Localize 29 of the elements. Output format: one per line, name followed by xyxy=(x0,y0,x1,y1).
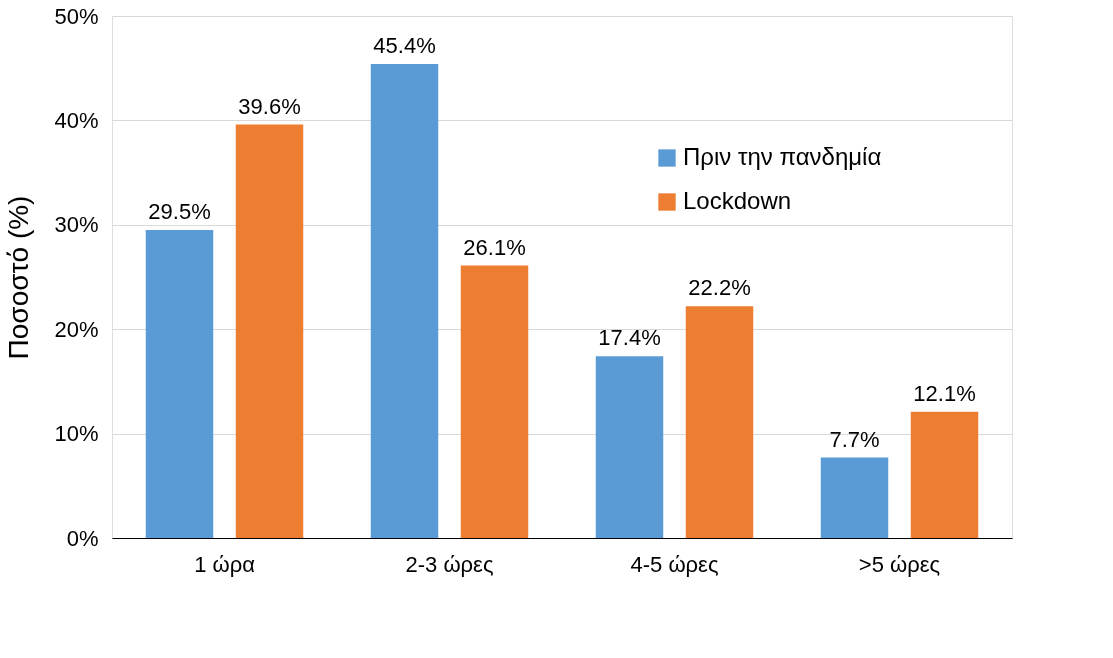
legend-label: Lockdown xyxy=(683,187,792,214)
x-tick-label: 2-3 ώρες xyxy=(405,551,494,577)
bar xyxy=(685,306,754,538)
bar xyxy=(235,124,304,538)
data-label: 7.7% xyxy=(829,426,880,452)
bar xyxy=(145,230,214,538)
x-tick-label: 4-5 ώρες xyxy=(630,551,719,577)
x-tick-label: 1 ώρα xyxy=(194,551,256,577)
data-label: 12.1% xyxy=(913,380,976,406)
bar xyxy=(595,356,664,538)
bar xyxy=(460,265,529,538)
data-label: 45.4% xyxy=(373,33,436,59)
data-label: 22.2% xyxy=(688,275,751,301)
y-tick-label: 20% xyxy=(54,316,99,342)
data-label: 29.5% xyxy=(148,199,211,225)
data-label: 17.4% xyxy=(598,325,661,351)
y-axis-title: Ποσοστό (%) xyxy=(3,195,35,360)
bar xyxy=(370,64,439,538)
y-tick-label: 10% xyxy=(54,421,99,447)
bar xyxy=(820,457,889,538)
y-tick-label: 0% xyxy=(66,525,99,551)
legend-label: Πριν την πανδημία xyxy=(683,143,882,170)
data-label: 26.1% xyxy=(463,234,526,260)
y-tick-label: 50% xyxy=(54,3,99,29)
data-label: 39.6% xyxy=(238,93,301,119)
y-tick-label: 40% xyxy=(54,107,99,133)
bar xyxy=(910,411,979,538)
y-tick-label: 30% xyxy=(54,212,99,238)
x-tick-label: >5 ώρες xyxy=(858,551,941,577)
